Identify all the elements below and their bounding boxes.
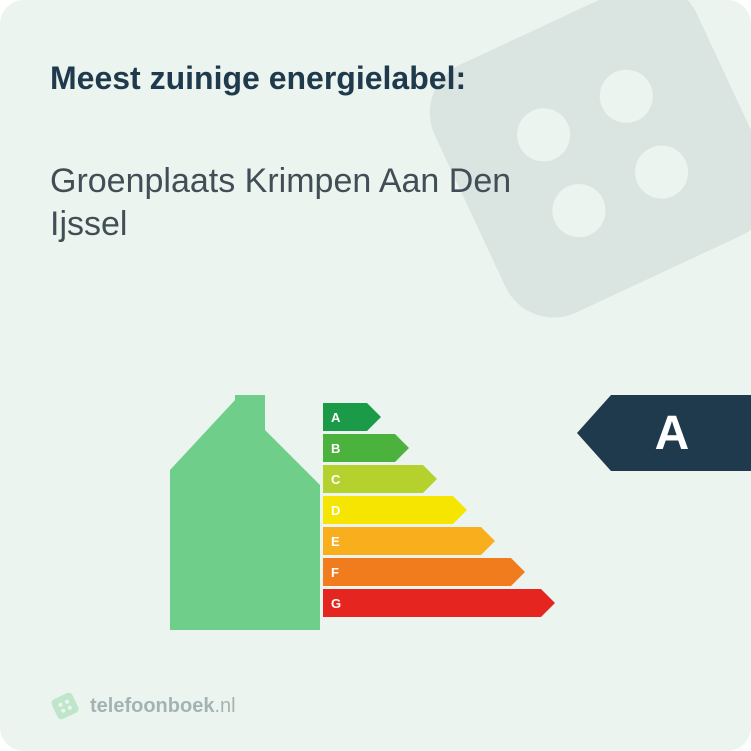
result-badge: A: [577, 395, 751, 471]
energy-bar-body: A: [323, 403, 367, 431]
chevron-right-icon: [481, 527, 495, 555]
chevron-right-icon: [423, 465, 437, 493]
energy-bar-f: F: [323, 558, 541, 586]
energy-bar-body: C: [323, 465, 423, 493]
chevron-right-icon: [367, 403, 381, 431]
energy-label-chart: ABCDEFG: [170, 395, 590, 630]
chevron-right-icon: [511, 558, 525, 586]
energy-bar-b: B: [323, 434, 541, 462]
energy-bar-body: B: [323, 434, 395, 462]
chevron-right-icon: [453, 496, 467, 524]
footer: telefoonboek.nl: [50, 691, 236, 721]
house-icon: [170, 395, 320, 630]
footer-brand-text: telefoonboek.nl: [90, 695, 236, 718]
energy-bar-body: E: [323, 527, 481, 555]
energy-bar-d: D: [323, 496, 541, 524]
energy-bar-c: C: [323, 465, 541, 493]
footer-brand-tld: .nl: [214, 695, 235, 717]
result-label: A: [611, 395, 751, 471]
chevron-right-icon: [541, 589, 555, 617]
energy-label-card: Meest zuinige energielabel: Groenplaats …: [0, 0, 751, 751]
energy-bar-body: D: [323, 496, 453, 524]
house-svg: [170, 395, 320, 630]
energy-bar-e: E: [323, 527, 541, 555]
location-name: Groenplaats Krimpen Aan Den Ijssel: [50, 160, 570, 245]
card-heading: Meest zuinige energielabel:: [50, 60, 466, 97]
footer-logo-icon: [45, 686, 85, 726]
energy-bar-body: F: [323, 558, 511, 586]
energy-bar-a: A: [323, 403, 541, 431]
footer-brand-name: telefoonboek: [90, 695, 214, 717]
energy-bar-g: G: [323, 589, 541, 617]
energy-bar-body: G: [323, 589, 541, 617]
result-arrow-icon: [577, 395, 611, 471]
energy-bars: ABCDEFG: [323, 403, 541, 620]
chevron-right-icon: [395, 434, 409, 462]
